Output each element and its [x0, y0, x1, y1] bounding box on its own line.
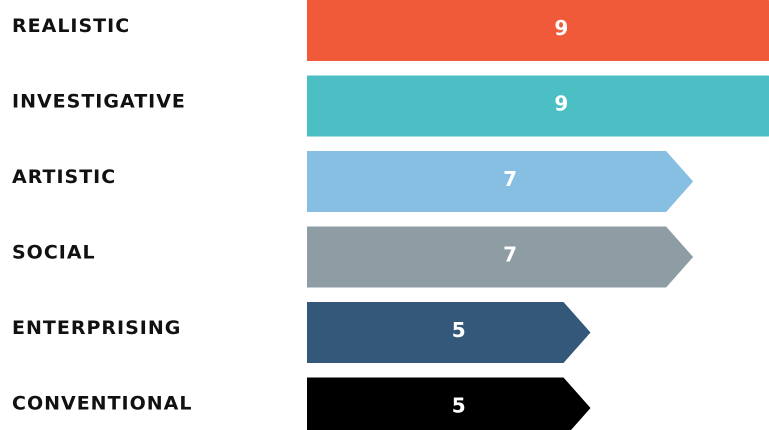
bar-artistic — [307, 151, 694, 212]
category-label-conventional: CONVENTIONAL — [12, 393, 192, 415]
category-label-enterprising: ENTERPRISING — [12, 317, 181, 339]
value-labels: 9 9 7 7 5 5 — [452, 16, 569, 418]
bar-conventional — [307, 377, 591, 430]
value-label-investigative: 9 — [554, 92, 568, 116]
bar-enterprising — [307, 302, 591, 363]
category-labels: REALISTIC INVESTIGATIVE ARTISTIC SOCIAL … — [12, 15, 192, 415]
category-label-artistic: ARTISTIC — [12, 166, 116, 188]
value-label-realistic: 9 — [554, 16, 568, 40]
bar-investigative — [307, 75, 769, 137]
value-label-conventional: 5 — [452, 394, 466, 418]
bar-realistic — [307, 0, 769, 61]
bars — [307, 0, 769, 430]
value-label-enterprising: 5 — [452, 318, 466, 342]
category-label-social: SOCIAL — [12, 242, 96, 264]
bar-social — [307, 226, 694, 288]
category-label-investigative: INVESTIGATIVE — [12, 91, 186, 113]
value-label-artistic: 7 — [503, 167, 517, 191]
value-label-social: 7 — [503, 243, 517, 267]
category-label-realistic: REALISTIC — [12, 15, 130, 37]
